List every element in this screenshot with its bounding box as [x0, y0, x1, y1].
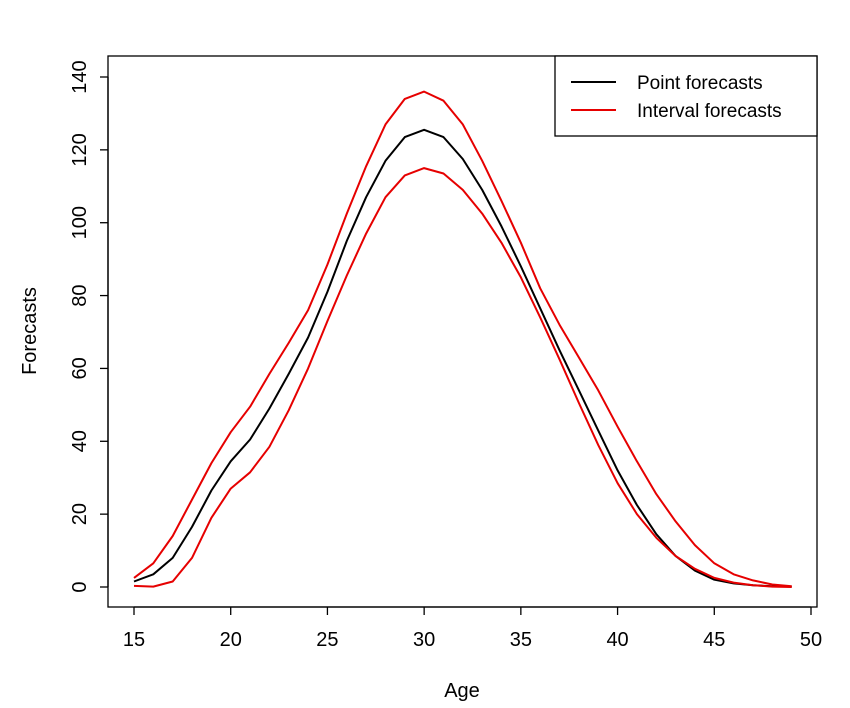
y-tick-label: 140: [69, 60, 91, 93]
x-tick-label: 25: [316, 629, 338, 651]
legend-label-point-forecasts: Point forecasts: [637, 73, 763, 94]
y-tick-label: 0: [69, 581, 91, 592]
legend: Point forecasts Interval forecasts: [554, 55, 818, 137]
series-layer: [133, 90, 792, 588]
y-tick-label: 120: [69, 133, 91, 166]
x-axis-title: Age: [444, 680, 480, 702]
y-tick-label: 100: [69, 206, 91, 239]
legend-label-interval-forecasts: Interval forecasts: [637, 101, 782, 122]
y-tick-label: 20: [69, 503, 91, 525]
series-line-interval-upper: [133, 90, 792, 588]
series-line-point-forecasts: [133, 128, 792, 588]
y-axis-title: Forecasts: [19, 287, 41, 375]
x-tick-label: 35: [510, 629, 532, 651]
y-axis: 0 20 40 60 80 100 120 140: [69, 60, 109, 593]
x-tick-label: 20: [220, 629, 242, 651]
series-line-interval-lower: [133, 167, 792, 588]
plot-frame: [107, 55, 818, 608]
x-tick-label: 45: [703, 629, 725, 651]
x-tick-label: 15: [123, 629, 145, 651]
x-tick-label: 40: [606, 629, 628, 651]
y-tick-label: 80: [69, 284, 91, 306]
x-tick-label: 30: [413, 629, 435, 651]
legend-box: [554, 55, 818, 137]
x-axis: 15 20 25 30 35 40 45 50: [123, 606, 822, 651]
x-tick-label: 50: [800, 629, 822, 651]
y-tick-label: 60: [69, 357, 91, 379]
y-tick-label: 40: [69, 430, 91, 452]
